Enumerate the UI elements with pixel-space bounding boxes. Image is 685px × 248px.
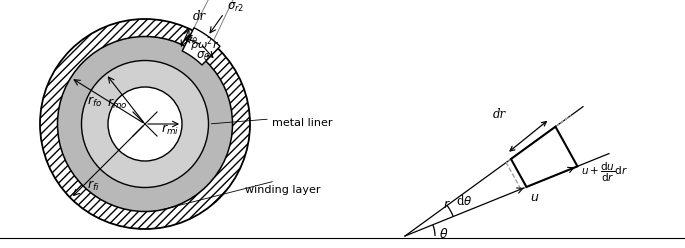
- Circle shape: [40, 19, 250, 229]
- Text: winding layer: winding layer: [245, 185, 321, 195]
- Text: $\theta$: $\theta$: [440, 227, 449, 241]
- Polygon shape: [511, 127, 577, 187]
- Circle shape: [82, 61, 208, 187]
- Text: dr: dr: [493, 108, 506, 121]
- Text: $r_{mo}$: $r_{mo}$: [107, 97, 127, 111]
- Text: $u+\dfrac{\mathrm{d}u}{\mathrm{d}r}\mathrm{d}r$: $u+\dfrac{\mathrm{d}u}{\mathrm{d}r}\math…: [582, 161, 629, 184]
- Text: $r_{fo}$: $r_{fo}$: [88, 95, 103, 109]
- Text: dr: dr: [193, 10, 206, 23]
- Text: $\sigma_{\theta}$: $\sigma_{\theta}$: [184, 34, 199, 47]
- Circle shape: [58, 36, 232, 212]
- Text: $\sigma_{\theta}$: $\sigma_{\theta}$: [196, 50, 210, 63]
- Text: $r_{fi}$: $r_{fi}$: [87, 179, 99, 193]
- Circle shape: [108, 87, 182, 161]
- Text: $r$: $r$: [443, 197, 451, 211]
- Polygon shape: [182, 28, 220, 65]
- Text: metal liner: metal liner: [272, 118, 332, 128]
- Text: $u$: $u$: [530, 191, 540, 204]
- Text: $\sigma_{r2}$: $\sigma_{r2}$: [227, 1, 245, 14]
- Text: d$\theta$: d$\theta$: [456, 194, 473, 208]
- Text: $\rho\omega^2 r$: $\rho\omega^2 r$: [190, 35, 219, 54]
- Text: $r_{mi}$: $r_{mi}$: [161, 123, 179, 137]
